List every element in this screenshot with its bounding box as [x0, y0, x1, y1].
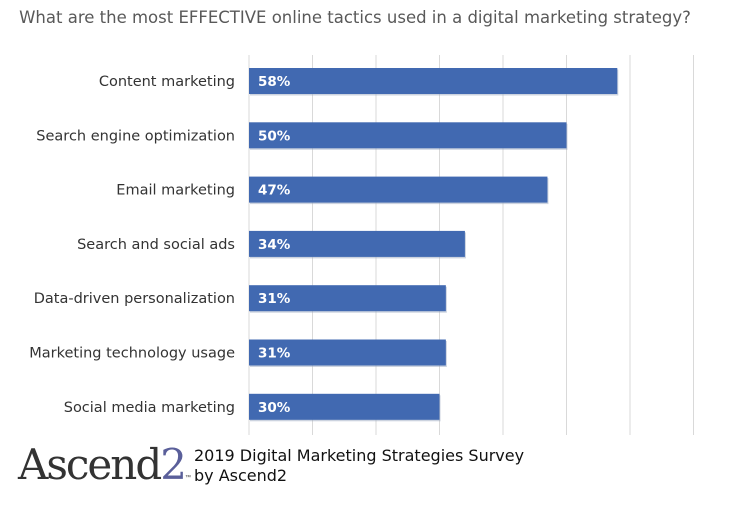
data-label: 50% [258, 128, 291, 144]
category-label: Data-driven personalization [34, 291, 235, 307]
category-label: Email marketing [116, 183, 235, 199]
chart-title: What are the most EFFECTIVE online tacti… [19, 8, 691, 27]
bar [249, 122, 567, 149]
data-label: 47% [258, 183, 291, 199]
bar [249, 230, 465, 257]
bar [249, 393, 440, 420]
data-label: 58% [258, 74, 291, 90]
source-caption: 2019 Digital Marketing Strategies Survey… [194, 446, 524, 486]
category-label: Content marketing [99, 74, 235, 90]
category-label: Marketing technology usage [29, 346, 235, 362]
bar-chart: Content marketing 58% Search engine optimi… [29, 55, 694, 435]
bar [249, 68, 618, 94]
data-label: 30% [258, 400, 291, 416]
data-label: 31% [258, 346, 291, 362]
bar [249, 176, 548, 203]
category-label: Search and social ads [77, 237, 235, 253]
ascend2-logo: Ascend2™ [18, 440, 191, 489]
bar [249, 339, 446, 366]
category-label: Social media marketing [64, 400, 235, 416]
data-label: 31% [258, 291, 291, 307]
source-line-1: 2019 Digital Marketing Strategies Survey [194, 446, 525, 465]
data-label: 34% [258, 237, 291, 253]
category-label: Search engine optimization [36, 128, 235, 144]
source-line-2: by Ascend2 [194, 466, 288, 485]
bar [249, 285, 446, 312]
